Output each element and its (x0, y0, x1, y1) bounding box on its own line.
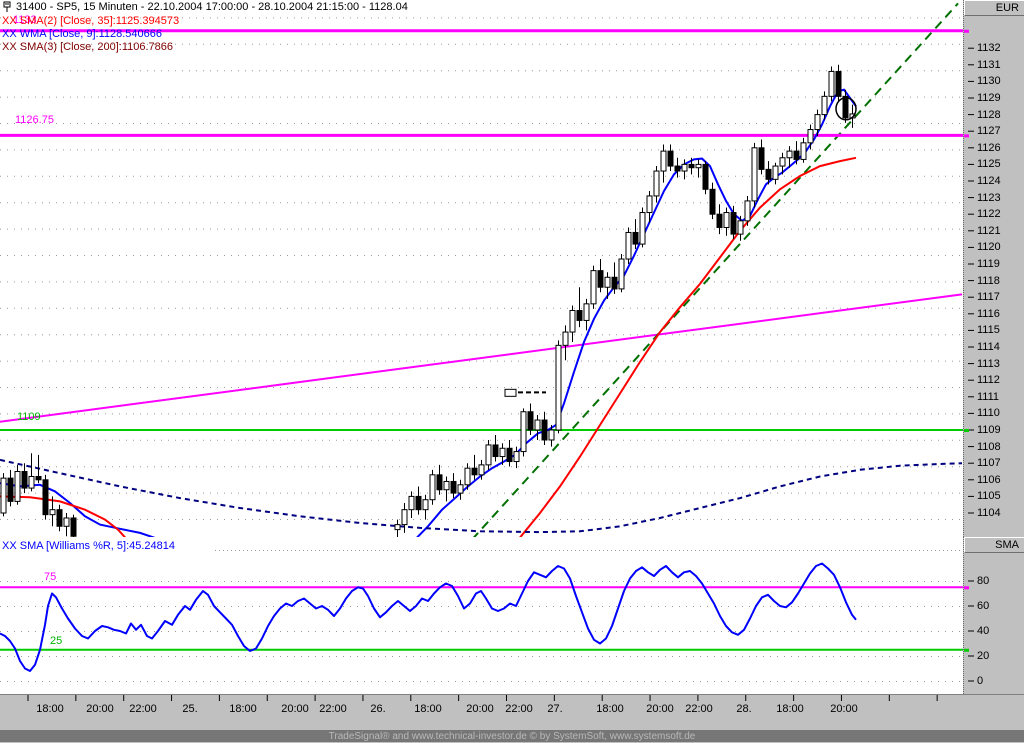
time-axis-ticks (27, 695, 938, 701)
oscillator-tick-label: 80 (977, 575, 990, 587)
time-tick-label: 22:00 (685, 703, 713, 715)
williams-r-indicator-label: XX SMA [Williams %R, 5]:45.24814 (2, 540, 176, 552)
price-tick-label: 1115 (977, 324, 1000, 337)
price-tick-label: 1107 (977, 457, 1001, 470)
oscillator-tick-label: 20 (977, 650, 990, 662)
indicator-label-sma35: XX SMA(2) [Close, 35]:1125.394573 (2, 15, 180, 27)
oscillator-tick-label: 0 (977, 675, 984, 687)
price-tick-label: 1108 (977, 440, 1001, 453)
price-tick-label: 1117 (977, 291, 1000, 304)
price-level-label-1133: 1133 (13, 14, 37, 26)
time-tick-label: 22:00 (319, 703, 347, 715)
price-tick-label: 1121 (977, 224, 1001, 237)
price-tick-label: 1130 (977, 75, 1001, 88)
time-axis[interactable]: 18:00 20:00 22:00 25. 18:00 20:00 22:00 26. 18:0… (0, 694, 1024, 730)
time-tick-label: 18:00 (776, 703, 804, 715)
time-tick-label: 20:00 (86, 703, 114, 715)
oscillator-axis-ticks (964, 580, 974, 682)
chart-title: 31400 - SP5, 15 Minuten - 22.10.2004 17:… (16, 1, 408, 13)
price-tick-label: 1123 (977, 191, 1001, 204)
time-tick-label: 18:00 (414, 703, 442, 715)
footer-bar: TradeSignal® and www.technical-investor.… (0, 730, 1024, 742)
price-tick-label: 1128 (977, 108, 1001, 121)
price-level-label-1109: 1109 (17, 411, 41, 423)
chart-window-icon (3, 1, 11, 12)
price-tick-label: 1125 (977, 158, 1001, 171)
price-tick-label: 1106 (977, 473, 1001, 486)
time-tick-label: 22:00 (129, 703, 157, 715)
time-tick-label: 22:00 (505, 703, 533, 715)
price-tick-label: 1129 (977, 92, 1001, 104)
price-tick-label: 1119 (977, 258, 1000, 270)
oscillator-axis[interactable]: SMA 80 60 40 20 0 (963, 537, 1024, 694)
price-tick-label: 1105 (977, 490, 1001, 503)
price-tick-label: 1104 (977, 507, 1001, 519)
indicator-label-wma9: XX WMA [Close, 9]:1128.540666 (2, 28, 162, 40)
time-tick-label: 20:00 (281, 703, 309, 715)
lower-panel-header: XX SMA [Williams %R, 5]:45.24814 (0, 537, 963, 557)
price-tick-label: 1118 (977, 274, 1000, 287)
time-tick-label: 18:00 (596, 703, 624, 715)
dotted-level-line (215, 550, 962, 551)
time-tick-label: 18:00 (36, 703, 64, 715)
main-plot-canvas (0, 2, 963, 537)
price-tick-label: 1113 (977, 357, 1000, 370)
price-tick-label: 1124 (977, 175, 1001, 187)
last-candle-circle-annotation (835, 97, 857, 121)
price-axis-header[interactable]: EUR (964, 0, 1024, 16)
price-tick-label: 1112 (977, 374, 1000, 387)
level-label-25: 25 (50, 635, 63, 647)
price-tick-label: 1111 (977, 390, 1000, 403)
price-tick-label: 1109 (977, 424, 1001, 436)
price-tick-label: 1132 (977, 42, 1001, 55)
footer-text: TradeSignal® and www.technical-investor.… (328, 731, 696, 742)
time-tick-label: 20:00 (830, 703, 858, 715)
lower-chart-panel[interactable]: 75 25 (0, 557, 963, 694)
price-tick-label: 1127 (977, 125, 1001, 138)
time-tick-label: 27. (547, 703, 563, 715)
time-tick-label: 18:00 (229, 703, 257, 715)
time-tick-label: 25. (182, 703, 198, 715)
price-marker-box-annotation (504, 388, 517, 397)
price-tick-label: 1116 (977, 307, 1000, 320)
price-tick-label: 1126 (977, 141, 1001, 154)
price-axis[interactable]: EUR 1104 1105 1106 1107 1108 1109 1110 1111 1112… (963, 0, 1024, 537)
time-tick-label: 26. (370, 703, 386, 715)
price-tick-label: 1114 (977, 341, 1000, 353)
oscillator-tick-label: 60 (977, 600, 990, 612)
lower-plot-canvas (0, 562, 963, 682)
price-tick-label: 1131 (977, 58, 1001, 71)
price-tick-label: 1110 (977, 407, 1000, 420)
oscillator-axis-header[interactable]: SMA (964, 537, 1024, 553)
oscillator-tick-label: 40 (977, 625, 990, 637)
main-chart-panel[interactable]: 31400 - SP5, 15 Minuten - 22.10.2004 17:… (0, 0, 963, 537)
time-tick-label: 20:00 (646, 703, 674, 715)
price-tick-label: 1120 (977, 241, 1001, 254)
time-tick-label: 28. (736, 703, 752, 715)
price-axis-ticks (964, 29, 974, 514)
price-tick-label: 1122 (977, 208, 1001, 221)
price-level-label-1126-75: 1126.75 (15, 114, 54, 126)
time-tick-label: 20:00 (466, 703, 494, 715)
level-label-75: 75 (44, 571, 57, 583)
williams-r-line (0, 562, 857, 672)
indicator-label-sma200: XX SMA(3) [Close, 200]:1106.7866 (2, 41, 174, 53)
